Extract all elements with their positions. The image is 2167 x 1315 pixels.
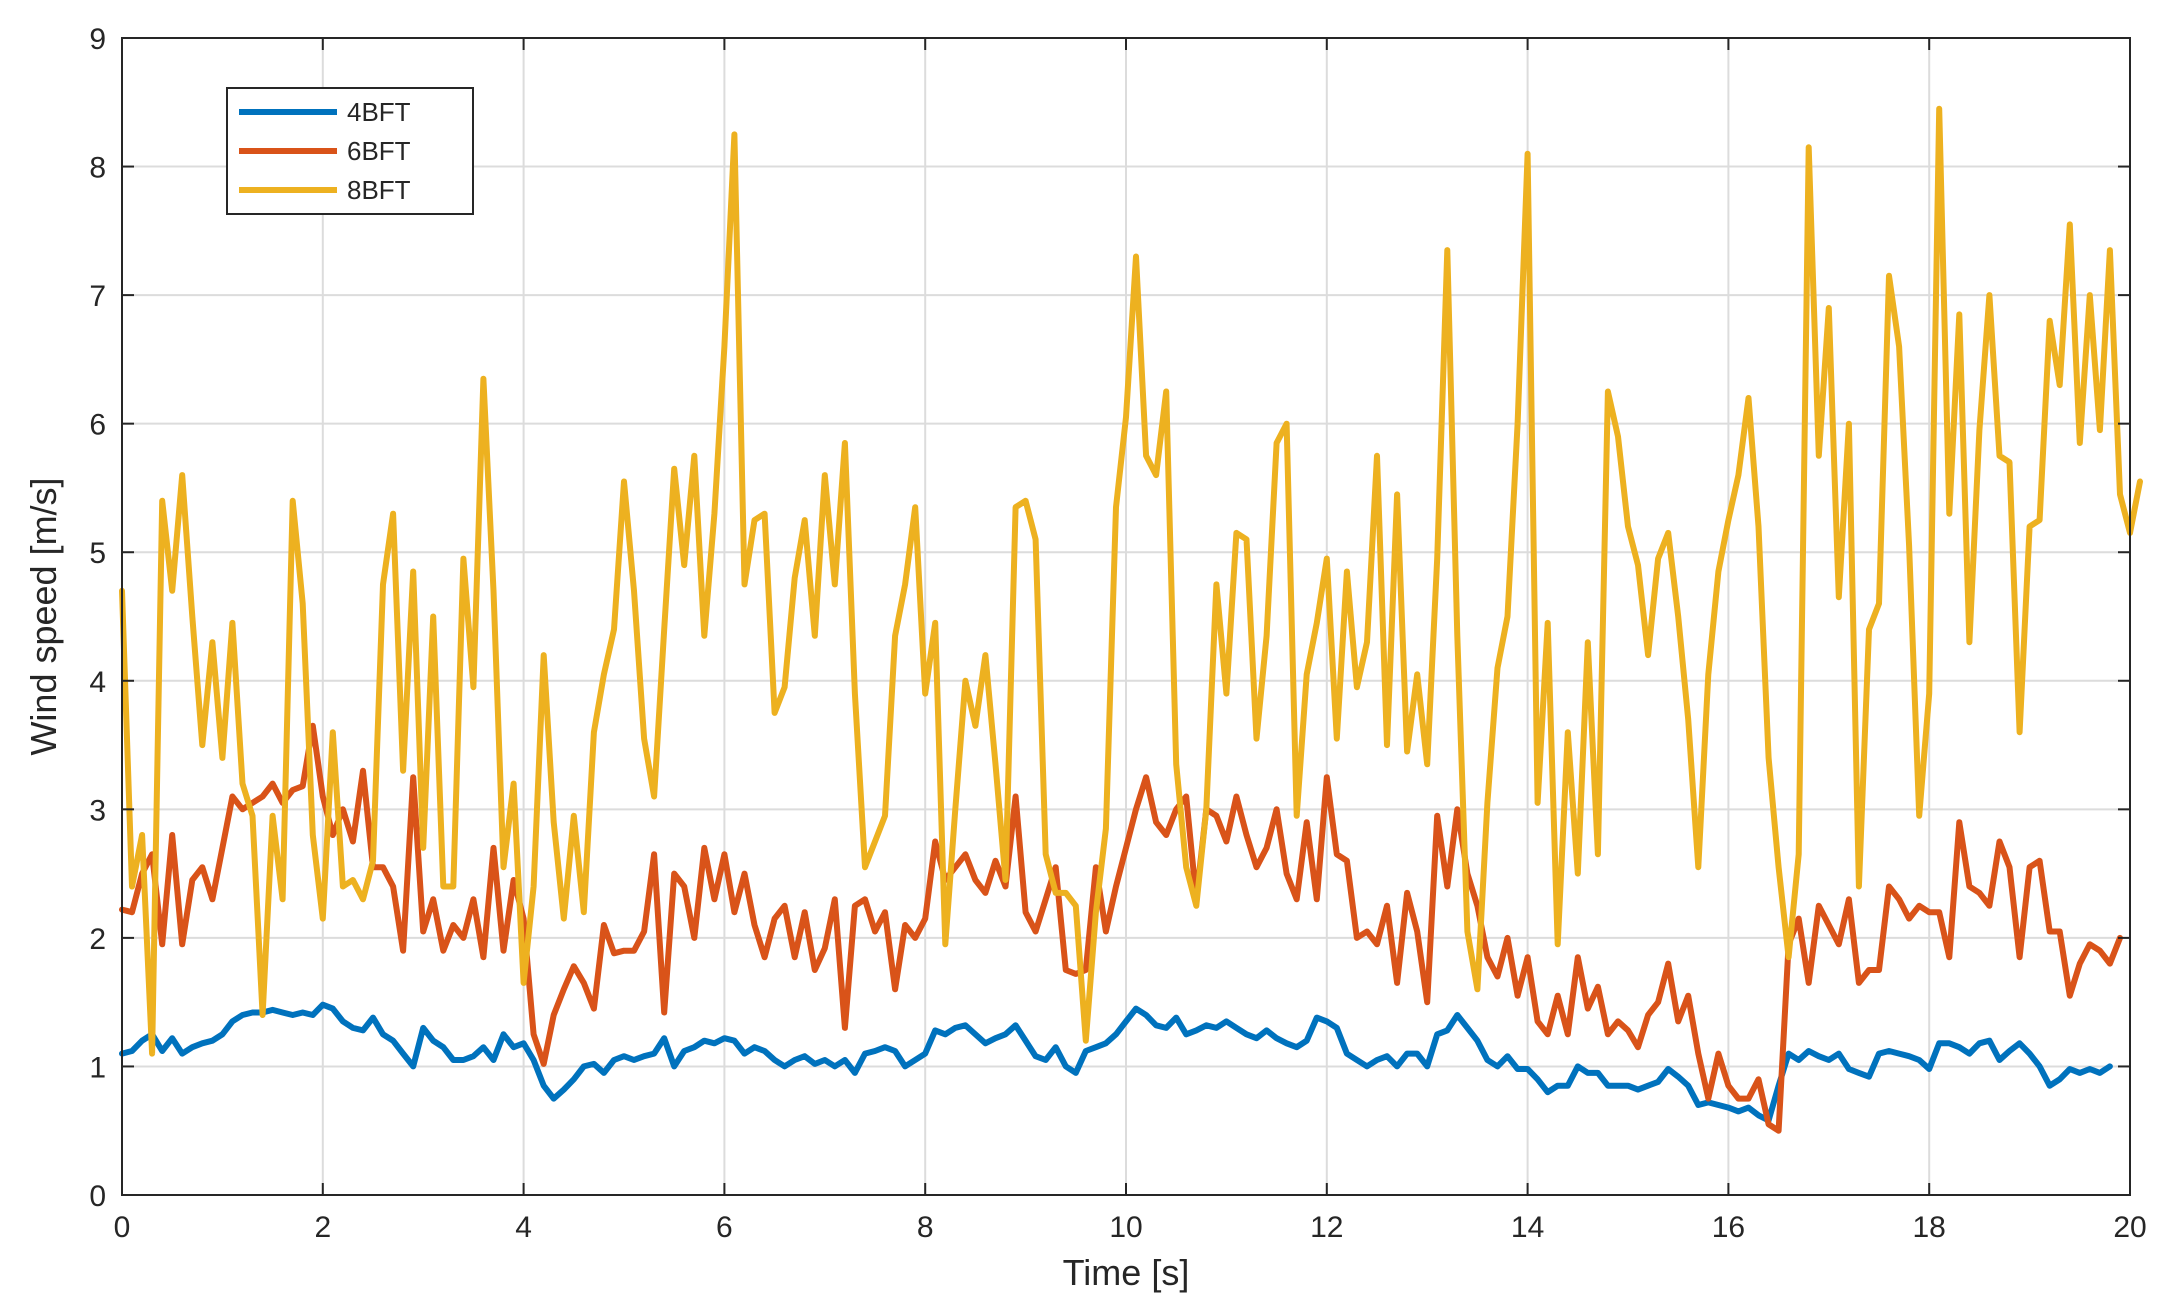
y-tick-label: 7 <box>89 280 106 313</box>
x-tick-label: 4 <box>515 1211 532 1244</box>
data-series <box>119 105 2143 1134</box>
x-tick-label: 16 <box>1712 1211 1745 1244</box>
x-tick-label: 10 <box>1109 1211 1142 1244</box>
y-tick-label: 3 <box>89 794 106 827</box>
legend-label-8bft: 8BFT <box>347 175 411 205</box>
legend: 4BFT 6BFT 8BFT <box>226 87 474 215</box>
series-line-6bft <box>119 722 2123 1134</box>
series-line-8bft <box>119 105 2143 1057</box>
legend-label-4bft: 4BFT <box>347 97 411 127</box>
y-tick-label: 0 <box>89 1180 106 1213</box>
y-tick-label: 6 <box>89 409 106 442</box>
legend-label-6bft: 6BFT <box>347 136 411 166</box>
x-tick-label: 18 <box>1913 1211 1946 1244</box>
x-tick-label: 8 <box>917 1211 934 1244</box>
y-tick-label: 8 <box>89 152 106 185</box>
x-tick-label: 2 <box>314 1211 331 1244</box>
x-tick-label: 12 <box>1310 1211 1343 1244</box>
x-tick-label: 6 <box>716 1211 733 1244</box>
x-axis-label: Time [s] <box>1063 1252 1190 1293</box>
y-tick-label: 5 <box>89 537 106 570</box>
y-tick-label: 4 <box>89 666 106 699</box>
y-tick-label: 1 <box>89 1051 106 1084</box>
x-tick-label: 20 <box>2113 1211 2146 1244</box>
y-tick-label: 9 <box>89 23 106 56</box>
series-line-4bft <box>119 1001 2113 1124</box>
x-tick-label: 0 <box>114 1211 131 1244</box>
y-axis-label: Wind speed [m/s] <box>23 477 64 755</box>
y-tick-label: 2 <box>89 923 106 956</box>
x-tick-label: 14 <box>1511 1211 1544 1244</box>
